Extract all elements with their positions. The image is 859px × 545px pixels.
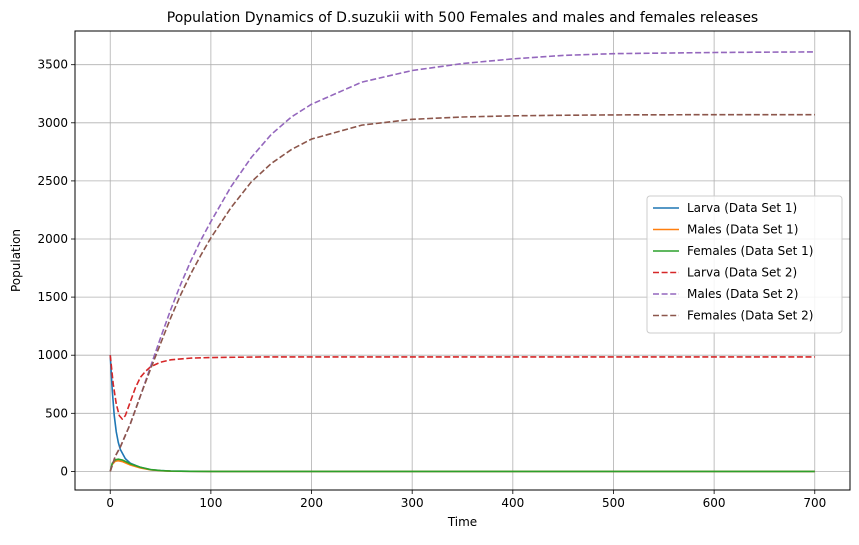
y-axis-label: Population [9,229,23,292]
legend-label: Larva (Data Set 1) [687,201,797,215]
legend-label: Females (Data Set 1) [687,244,813,258]
y-tick-label: 3500 [37,58,68,72]
legend-label: Males (Data Set 1) [687,223,798,237]
y-tick-label: 3000 [37,116,68,130]
x-tick-label: 200 [300,496,323,510]
y-axis-ticks: 0 500 1000 1500 2000 2500 3000 3500 [37,58,75,478]
x-tick-label: 700 [803,496,826,510]
x-tick-label: 500 [602,496,625,510]
y-tick-label: 500 [45,406,68,420]
legend: Larva (Data Set 1) Males (Data Set 1) Fema… [646,195,843,334]
series-line-females-data-set-2 [109,113,815,472]
legend-label: Larva (Data Set 2) [687,266,797,280]
plot-frame [74,30,851,491]
x-tick-label: 600 [703,496,726,510]
series-line-larva-data-set-2 [109,355,815,420]
x-axis-label: Time [447,515,477,529]
series-line-females-data-set-1 [109,458,815,473]
legend-label: Females (Data Set 2) [687,309,813,323]
series-lines [109,51,815,473]
x-tick-label: 300 [401,496,424,510]
y-tick-label: 2500 [37,174,68,188]
y-tick-label: 1000 [37,348,68,362]
y-tick-label: 1500 [37,290,68,304]
y-tick-label: 2000 [37,232,68,246]
x-axis-ticks: 0 100 200 300 400 500 600 700 [106,490,826,510]
x-tick-label: 0 [106,496,114,510]
y-tick-label: 0 [60,464,68,478]
x-tick-label: 100 [199,496,222,510]
chart-title: Population Dynamics of D.suzukii with 50… [167,10,758,26]
legend-box [646,195,843,334]
x-tick-label: 400 [501,496,524,510]
series-line-males-data-set-1 [109,459,815,473]
legend-label: Males (Data Set 2) [687,287,798,301]
